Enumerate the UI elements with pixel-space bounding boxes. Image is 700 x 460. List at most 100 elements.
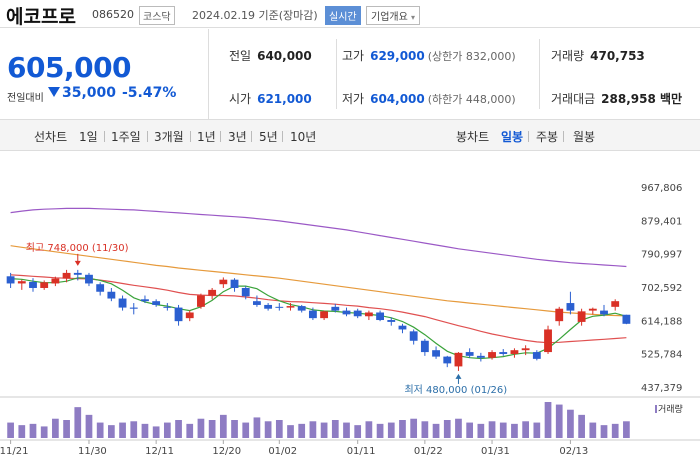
candle-body xyxy=(364,312,373,317)
volume-bar xyxy=(208,420,216,438)
annotation-high: 최고 748,000 (11/30) xyxy=(26,242,129,254)
tab-separator xyxy=(147,131,148,142)
volume-label: 거래량 xyxy=(658,403,683,415)
candle xyxy=(364,310,373,321)
candle-body xyxy=(275,306,284,308)
y-tick-label: 437,379 xyxy=(641,383,682,394)
candle-body xyxy=(308,310,317,319)
volume-bar xyxy=(589,422,597,438)
tab-period-10y[interactable]: 10년 xyxy=(290,130,317,144)
candle xyxy=(331,303,340,313)
tab-separator xyxy=(528,131,529,142)
candle xyxy=(241,286,250,300)
candle xyxy=(308,307,317,321)
candle xyxy=(622,314,631,325)
volume-bar xyxy=(578,414,585,438)
tab-line-chart[interactable]: 선차트 xyxy=(34,130,68,144)
realtime-button[interactable]: 실시간 xyxy=(325,6,361,25)
volume-bar xyxy=(264,421,272,438)
market-badge: 코스닥 xyxy=(139,6,175,25)
tab-period-1w[interactable]: 1주일 xyxy=(111,130,141,144)
candle xyxy=(96,282,105,296)
price-stats: 전일 640,000 고가 629,000 (상한가 832,000) 거래량 470,… xyxy=(208,29,700,119)
tab-period-3y[interactable]: 3년 xyxy=(228,130,247,144)
volume-bar xyxy=(399,420,406,438)
candle-body xyxy=(29,281,37,288)
candle-body xyxy=(353,310,362,317)
ma-line-120 xyxy=(10,207,627,268)
tab-separator xyxy=(563,131,564,142)
volume-bar xyxy=(29,423,37,438)
candle-body xyxy=(342,310,351,315)
volume-bar xyxy=(85,414,93,438)
candle-body xyxy=(107,291,116,299)
tab-separator xyxy=(104,131,105,142)
tab-period-5y[interactable]: 5년 xyxy=(259,130,278,144)
tab-separator xyxy=(282,131,283,142)
candle-body xyxy=(6,276,15,284)
volume-bar xyxy=(365,421,373,438)
stat-open: 시가 621,000 xyxy=(229,90,312,107)
candle xyxy=(454,352,463,371)
moving-average-lines xyxy=(10,207,627,360)
volume-bar xyxy=(544,402,552,438)
candle xyxy=(73,269,82,281)
candle-body xyxy=(163,306,172,308)
candle xyxy=(532,350,541,361)
candle-body xyxy=(85,274,93,284)
date-basis: 2024.02.19 기준(장마감) xyxy=(192,9,318,22)
candle-body xyxy=(555,308,564,322)
y-tick-label: 879,401 xyxy=(641,216,682,227)
candle-body xyxy=(476,355,485,358)
candle-body xyxy=(600,310,608,315)
tab-period-3m[interactable]: 3개월 xyxy=(154,130,184,144)
candle xyxy=(320,310,329,321)
tab-period-1y[interactable]: 1년 xyxy=(197,130,216,144)
candle-body xyxy=(286,306,295,308)
stat-label: 고가 xyxy=(342,49,365,63)
tab-candle-daily[interactable]: 일봉 xyxy=(501,130,524,144)
volume-bar xyxy=(175,420,182,438)
candle xyxy=(611,299,620,311)
compare-label: 전일대비 xyxy=(7,93,44,104)
volume-bar xyxy=(231,420,238,438)
candle-body xyxy=(51,278,60,284)
stock-code: 086520 xyxy=(92,8,134,21)
candle xyxy=(510,348,519,358)
candle xyxy=(219,277,228,288)
stat-prev-close: 전일 640,000 xyxy=(229,47,312,64)
candle-body xyxy=(96,284,105,292)
tab-candle-weekly[interactable]: 주봉 xyxy=(536,130,559,144)
candle-body xyxy=(118,298,127,308)
candle xyxy=(275,303,284,311)
volume-legend-swatch xyxy=(655,405,657,413)
volume-bar xyxy=(197,418,205,438)
company-overview-button[interactable]: 기업개요 ▾ xyxy=(366,6,421,25)
tab-period-1d[interactable]: 1일 xyxy=(79,130,98,144)
volume-bar xyxy=(600,425,608,438)
tab-candle-monthly[interactable]: 월봉 xyxy=(573,130,596,144)
candle-body xyxy=(197,295,205,307)
volume-bar xyxy=(331,420,339,438)
candle xyxy=(208,287,217,300)
candle xyxy=(174,304,183,326)
tab-candle-chart[interactable]: 봉차트 xyxy=(456,130,490,144)
candle xyxy=(253,295,261,307)
candle xyxy=(387,317,396,326)
volume-bar xyxy=(18,425,26,438)
candle xyxy=(297,304,306,313)
candle xyxy=(353,308,362,319)
volume-bar xyxy=(421,421,429,438)
stock-name: 에코프로 xyxy=(6,6,76,28)
volume-bar xyxy=(242,422,250,438)
chart-tab-bar: 선차트 1일 1주일 3개월 1년 3년 5년 10년 봉차트 일봉 주봉 월봉 xyxy=(0,119,700,151)
candle xyxy=(465,348,474,358)
candle-body xyxy=(499,352,508,354)
candle-body xyxy=(141,299,149,302)
volume-bar xyxy=(275,420,283,438)
candle-body xyxy=(454,352,463,367)
price-change-value: 35,000 xyxy=(62,85,117,101)
candle xyxy=(420,338,429,356)
y-tick-label: 967,806 xyxy=(641,183,682,194)
